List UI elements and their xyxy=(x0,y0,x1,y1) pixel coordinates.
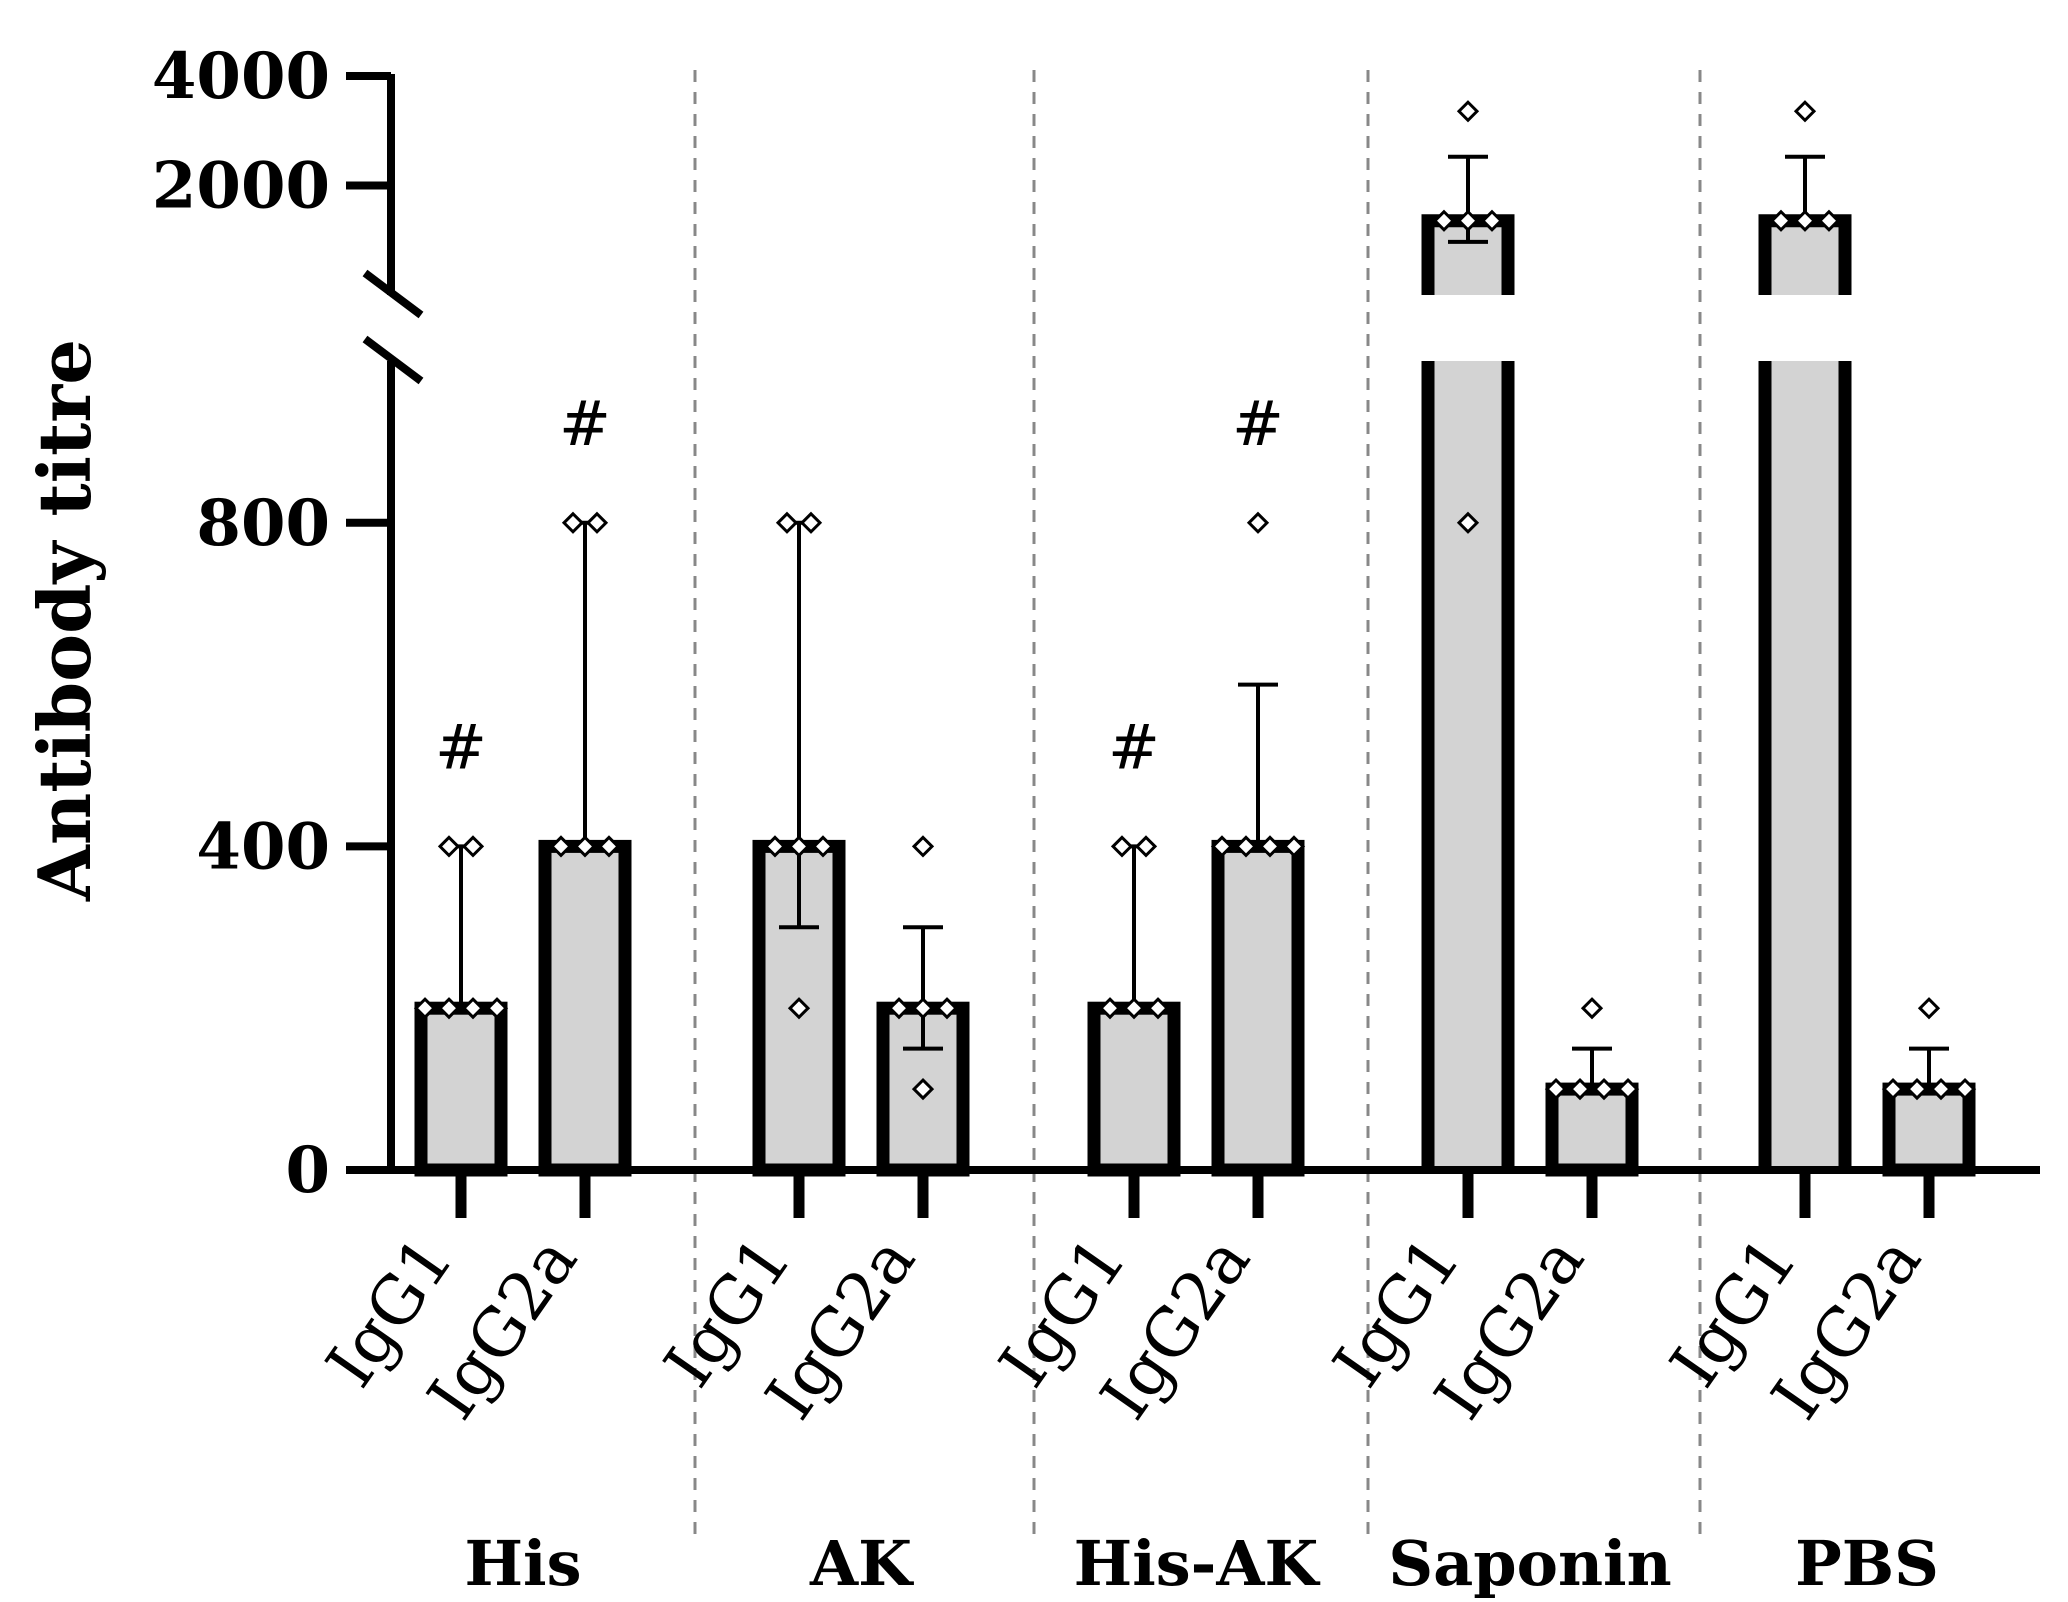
bar-saponin-igg2a xyxy=(1545,1082,1639,1177)
ytick-label-800: 800 xyxy=(196,486,330,561)
bar-saponin-igg2a-point-4 xyxy=(1592,1077,1616,1101)
bar-ak-igg1-point-1 xyxy=(775,511,799,534)
bar-pbs-igg2a-point-5 xyxy=(1953,1077,1977,1101)
bar-his-igg2a xyxy=(538,839,632,1177)
bar-ak-igg1-point-2 xyxy=(799,511,823,534)
bar-pbs-igg1 xyxy=(1758,214,1852,1170)
bar-his-ak-igg2a-point-3 xyxy=(1234,835,1258,858)
bar-his-igg2a-point-5 xyxy=(597,835,621,858)
bar-saponin-igg1-point-4 xyxy=(1480,209,1504,232)
bar-his-ak-igg1-point-4 xyxy=(1122,997,1146,1020)
bar-saponin-igg2a-point-2 xyxy=(1544,1077,1568,1101)
bar-his-ak-igg2a xyxy=(1211,839,1305,1177)
axis-break-mark-upper xyxy=(362,269,424,319)
bar-saponin-igg1-point-5 xyxy=(1456,511,1480,534)
group-label-pbs: PBS xyxy=(1795,1527,1939,1600)
bar-his-ak-igg2a-point-1 xyxy=(1246,511,1270,534)
group-label-ak: AK xyxy=(809,1527,914,1600)
bar-pbs-igg1-upper xyxy=(1758,214,1852,295)
bar-his-igg1-sig-mark: # xyxy=(435,710,487,783)
bar-his-ak-igg1 xyxy=(1087,1001,1181,1177)
bar-his-ak-igg1-sig-mark: # xyxy=(1108,710,1160,783)
bar-his-igg1-point-5 xyxy=(461,997,485,1020)
group-label-saponin: Saponin xyxy=(1388,1527,1671,1600)
ytick-label-0: 0 xyxy=(285,1133,330,1208)
bar-pbs-igg2a-point-1 xyxy=(1917,997,1941,1020)
bar-pbs-igg2a xyxy=(1882,1082,1976,1177)
bar-pbs-igg1-point-2 xyxy=(1769,209,1793,232)
bar-his-igg2a-sig-mark: # xyxy=(559,387,611,460)
bar-ak-igg2a-point-5 xyxy=(911,1077,935,1101)
group-label-his-ak: His-AK xyxy=(1074,1527,1321,1600)
bar-his-igg1-point-3 xyxy=(413,997,437,1020)
bar-his-ak-igg1-point-3 xyxy=(1098,997,1122,1020)
bar-his-igg1-point-1 xyxy=(437,835,461,858)
bar-his-ak-igg2a-point-5 xyxy=(1282,835,1306,858)
bar-pbs-igg1-point-4 xyxy=(1817,209,1841,232)
bar-ak-igg2a-point-1 xyxy=(911,835,935,858)
bar-pbs-igg1-lower-fill xyxy=(1765,361,1845,1170)
bar-his-igg1-point-2 xyxy=(461,835,485,858)
bar-ak-igg2a-point-3 xyxy=(911,997,935,1020)
bar-his-igg2a-point-4 xyxy=(573,835,597,858)
bar-ak-igg1-point-6 xyxy=(787,997,811,1020)
bar-his-igg1-point-6 xyxy=(485,997,509,1020)
group-label-his: His xyxy=(464,1527,581,1600)
ytick-label-2000: 2000 xyxy=(152,149,330,224)
bar-saponin-igg1-point-1 xyxy=(1456,100,1480,123)
bar-saponin-igg1-point-3 xyxy=(1456,209,1480,232)
bar-ak-igg1-point-4 xyxy=(787,835,811,858)
bar-his-igg2a-point-2 xyxy=(585,511,609,534)
axis-break-mark-lower xyxy=(362,335,424,385)
bar-his-igg2a-point-1 xyxy=(561,511,585,534)
bar-his-ak-igg1-point-5 xyxy=(1146,997,1170,1020)
bar-saponin-igg2a-point-3 xyxy=(1568,1077,1592,1101)
y-axis-title: Antibody titre xyxy=(22,339,107,902)
bar-his-ak-igg2a-sig-mark: # xyxy=(1232,387,1284,460)
bar-pbs-igg1-point-3 xyxy=(1793,209,1817,232)
bar-pbs-igg2a-point-2 xyxy=(1881,1077,1905,1101)
bar-saponin-igg1 xyxy=(1421,214,1515,1170)
bar-his-ak-igg2a-point-2 xyxy=(1210,835,1234,858)
ytick-label-400: 400 xyxy=(196,809,330,884)
bar-ak-igg2a-point-2 xyxy=(887,997,911,1020)
bar-his-ak-igg1-point-2 xyxy=(1134,835,1158,858)
bar-ak-igg1-point-5 xyxy=(811,835,835,858)
bar-pbs-igg2a-point-4 xyxy=(1929,1077,1953,1101)
bar-his-ak-igg1-point-1 xyxy=(1110,835,1134,858)
bar-saponin-igg2a-point-1 xyxy=(1580,997,1604,1020)
bar-saponin-igg1-lower-fill xyxy=(1428,361,1508,1170)
bar-pbs-igg2a-point-3 xyxy=(1905,1077,1929,1101)
bar-saponin-igg2a-point-5 xyxy=(1616,1077,1640,1101)
bar-his-igg1-point-4 xyxy=(437,997,461,1020)
bar-ak-igg1-point-3 xyxy=(763,835,787,858)
bar-pbs-igg1-point-1 xyxy=(1793,100,1817,123)
bar-his-igg1 xyxy=(414,1001,508,1177)
bar-ak-igg2a-point-4 xyxy=(935,997,959,1020)
bar-his-igg2a-point-3 xyxy=(549,835,573,858)
bar-his-ak-igg2a-point-4 xyxy=(1258,835,1282,858)
bar-saponin-igg1-point-2 xyxy=(1432,209,1456,232)
ytick-label-4000: 4000 xyxy=(152,39,330,114)
